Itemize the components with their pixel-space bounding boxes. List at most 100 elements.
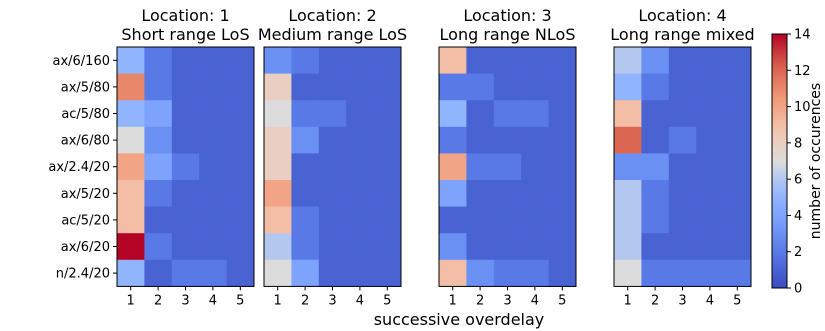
x-tick-label: 1 (624, 293, 632, 308)
heatmap-cell (668, 47, 697, 75)
heatmap-cell (466, 206, 495, 234)
heatmap-cell (723, 206, 752, 234)
heatmap-cell (144, 233, 173, 261)
heatmap-cell (226, 153, 255, 181)
heatmap-cell (521, 73, 550, 101)
y-tick-label: n/2.4/20 (56, 267, 110, 282)
x-tick-label: 4 (706, 293, 714, 308)
x-tick-label: 1 (449, 293, 457, 308)
heatmap-cell (346, 180, 375, 208)
panel-title-line2: Medium range LoS (258, 25, 407, 44)
heatmap-cell (641, 73, 670, 101)
heatmap-cell (641, 206, 670, 234)
heatmap-cell (117, 233, 145, 261)
heatmap-cell (171, 206, 200, 234)
heatmap-cell (346, 233, 375, 261)
heatmap-cell (346, 153, 375, 181)
heatmap-cell (346, 73, 375, 101)
panel-title-line1: Location: 1 (141, 6, 229, 25)
heatmap-cell (641, 126, 670, 154)
heatmap-cell (117, 47, 145, 75)
heatmap-cell (373, 153, 402, 181)
heatmap-cell (548, 73, 577, 101)
heatmap-cell (668, 259, 697, 287)
heatmap-cell (439, 153, 467, 181)
heatmap-cell (171, 153, 200, 181)
heatmap-cell (641, 233, 670, 261)
heatmap-cell (144, 100, 173, 128)
heatmap-cell (696, 73, 725, 101)
y-tick-label: ax/6/20 (61, 240, 110, 255)
heatmap-cell (226, 233, 255, 261)
x-axis-label: successive overdelay (374, 310, 545, 329)
y-tick-label: ac/5/80 (61, 107, 110, 122)
heatmap-cell (264, 233, 292, 261)
heatmap-cell (171, 180, 200, 208)
heatmap-cell (614, 73, 642, 101)
heatmap-cell (318, 47, 347, 75)
heatmap-cell (614, 206, 642, 234)
panel-title-line2: Short range LoS (121, 25, 249, 44)
heatmap-cell (521, 100, 550, 128)
heatmap-cell (614, 233, 642, 261)
heatmap-cell (318, 153, 347, 181)
heatmap-cell (226, 100, 255, 128)
heatmap-cell (521, 126, 550, 154)
heatmap-cell (696, 100, 725, 128)
heatmap-cell (291, 233, 320, 261)
heatmap-cell (199, 153, 228, 181)
heatmap-cell (318, 100, 347, 128)
heatmap-cell (614, 259, 642, 287)
heatmap-cell (373, 233, 402, 261)
heatmap-cell (723, 180, 752, 208)
heatmap-cell (264, 153, 292, 181)
heatmap-cell (226, 47, 255, 75)
heatmap-cell (318, 73, 347, 101)
heatmap-cell (199, 100, 228, 128)
heatmap-cell (117, 153, 145, 181)
colorbar-tick-label: 2 (794, 245, 802, 260)
heatmap-cell (373, 180, 402, 208)
heatmap-cell (466, 73, 495, 101)
heatmap-cell (668, 233, 697, 261)
heatmap-cell (466, 259, 495, 287)
x-tick-label: 3 (328, 293, 336, 308)
x-tick-label: 5 (558, 293, 566, 308)
heatmap-cell (493, 259, 522, 287)
heatmap-cell (144, 180, 173, 208)
heatmap-cell (668, 206, 697, 234)
y-tick-label: ax/5/20 (61, 187, 110, 202)
heatmap-cell (264, 180, 292, 208)
heatmap-cell (548, 233, 577, 261)
heatmap-cell (521, 233, 550, 261)
heatmap-cell (318, 206, 347, 234)
heatmap-cell (226, 126, 255, 154)
heatmap-cell (493, 126, 522, 154)
heatmap-cell (548, 100, 577, 128)
heatmap-cell (696, 259, 725, 287)
heatmap-cell (493, 47, 522, 75)
heatmap-cell (521, 47, 550, 75)
heatmap-cell (144, 126, 173, 154)
heatmap-cell (439, 206, 467, 234)
y-tick-label: ax/6/160 (52, 54, 110, 69)
x-tick-label: 2 (301, 293, 309, 308)
heatmap-cell (723, 259, 752, 287)
heatmap-cell (439, 47, 467, 75)
y-tick-label: ax/5/80 (61, 80, 110, 95)
heatmap-cell (439, 180, 467, 208)
heatmap-cell (373, 206, 402, 234)
heatmap-cell (466, 233, 495, 261)
heatmap-cell (291, 126, 320, 154)
heatmap-cell (668, 180, 697, 208)
heatmap-cell (144, 259, 173, 287)
panel-title-line2: Long range mixed (610, 25, 754, 44)
heatmap-cell (373, 259, 402, 287)
heatmap-cell (199, 126, 228, 154)
heatmap-cell (346, 259, 375, 287)
heatmap-cell (346, 100, 375, 128)
x-tick-label: 3 (503, 293, 511, 308)
heatmap-cell (291, 73, 320, 101)
heatmap-cell (696, 233, 725, 261)
